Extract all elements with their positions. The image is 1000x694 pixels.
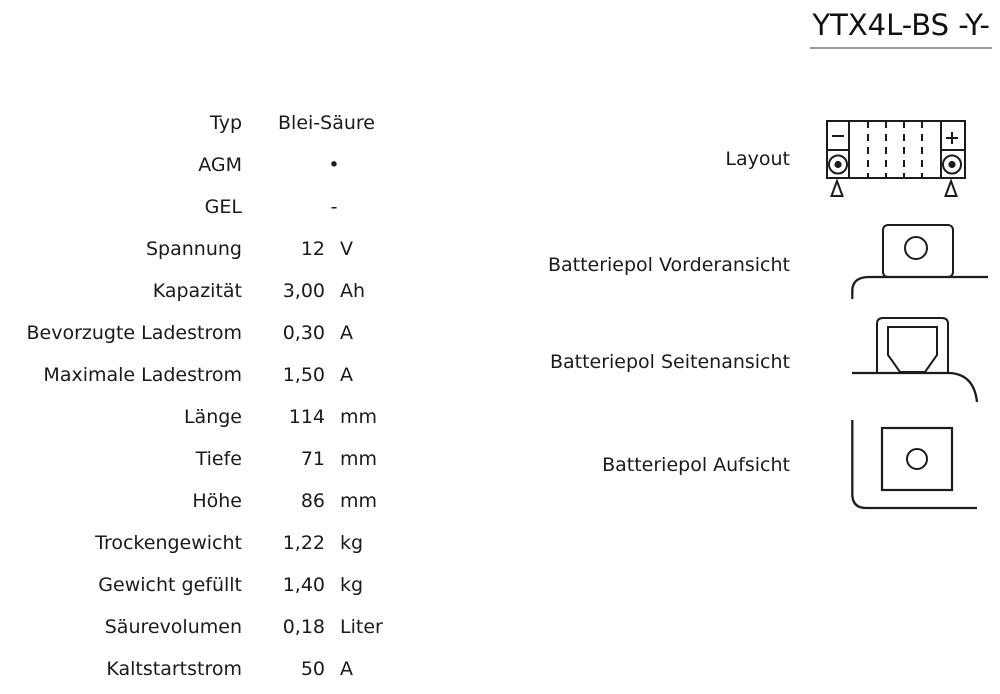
spec-table-row: Maximale Ladestrom 1,50 A: [0, 354, 460, 396]
spec-unit: A: [340, 364, 353, 386]
spec-label: Trockengewicht: [95, 532, 242, 554]
spec-label: GEL: [204, 196, 242, 218]
spec-table-row: AGM •: [0, 144, 460, 186]
spec-table-row: Typ Blei-Säure: [0, 102, 460, 144]
spec-table-row: Kapazität 3,00 Ah: [0, 270, 460, 312]
spec-unit: V: [340, 238, 353, 260]
spec-value: -: [330, 196, 338, 218]
spec-value: 3,00: [282, 280, 325, 302]
spec-unit: kg: [340, 574, 364, 596]
spec-value: 1,40: [282, 574, 325, 596]
plus-terminal-icon: [942, 132, 962, 197]
spec-unit: mm: [340, 448, 378, 470]
spec-value: 71: [300, 448, 325, 470]
top-view-diagram-label: Batteriepol Aufsicht: [602, 454, 790, 476]
spec-table-row: Kaltstartstrom 50 A: [0, 648, 460, 690]
spec-value: Blei-Säure: [278, 112, 375, 134]
spec-value: 1,50: [282, 364, 325, 386]
terminal-side-view-icon: [852, 317, 979, 403]
spec-value: 1,22: [282, 532, 325, 554]
spec-table-row: Länge 114 mm: [0, 396, 460, 438]
battery-diagrams: [826, 120, 988, 510]
spec-unit: A: [340, 658, 353, 680]
spec-value: 12: [300, 238, 325, 260]
spec-value: 86: [300, 490, 325, 512]
spec-label: Maximale Ladestrom: [43, 364, 242, 386]
spec-label: Höhe: [192, 490, 242, 512]
side-view-diagram-label: Batteriepol Seitenansicht: [549, 351, 790, 373]
battery-layout-icon: [826, 120, 966, 197]
spec-value: •: [328, 154, 340, 176]
front-view-diagram-label: Batteriepol Vorderansicht: [547, 254, 790, 276]
layout-diagram-label: Layout: [725, 148, 790, 170]
spec-label: Typ: [210, 112, 242, 134]
spec-label: AGM: [198, 154, 242, 176]
spec-label: Säurevolumen: [104, 616, 242, 638]
spec-label: Kapazität: [152, 280, 242, 302]
spec-unit: mm: [340, 490, 378, 512]
spec-label: Tiefe: [195, 448, 242, 470]
spec-table-row: Spannung 12 V: [0, 228, 460, 270]
spec-unit: mm: [340, 406, 378, 428]
spec-table: Typ Blei-Säure AGM • GEL - Spannung 12 V…: [0, 102, 460, 690]
spec-table-row: GEL -: [0, 186, 460, 228]
spec-table-row: Gewicht gefüllt 1,40 kg: [0, 564, 460, 606]
spec-table-row: Bevorzugte Ladestrom 0,30 A: [0, 312, 460, 354]
spec-label: Bevorzugte Ladestrom: [26, 322, 242, 344]
terminal-top-view-icon: [851, 420, 977, 510]
spec-unit: Ah: [340, 280, 366, 302]
spec-table-row: Tiefe 71 mm: [0, 438, 460, 480]
spec-value: 0,30: [282, 322, 325, 344]
spec-table-row: Höhe 86 mm: [0, 480, 460, 522]
spec-label: Gewicht gefüllt: [98, 574, 242, 596]
spec-unit: A: [340, 322, 353, 344]
spec-value: 50: [300, 658, 325, 680]
spec-label: Spannung: [146, 238, 242, 260]
spec-table-row: Säurevolumen 0,18 Liter: [0, 606, 460, 648]
spec-label: Kaltstartstrom: [106, 658, 242, 680]
spec-value: 0,18: [282, 616, 325, 638]
spec-unit: Liter: [340, 616, 383, 638]
page-title: YTX4L-BS -Y-: [810, 8, 992, 49]
spec-value: 114: [288, 406, 325, 428]
terminal-front-view-icon: [851, 224, 988, 299]
spec-unit: kg: [340, 532, 364, 554]
minus-terminal-icon: [828, 135, 848, 197]
spec-table-row: Trockengewicht 1,22 kg: [0, 522, 460, 564]
spec-label: Länge: [183, 406, 242, 428]
